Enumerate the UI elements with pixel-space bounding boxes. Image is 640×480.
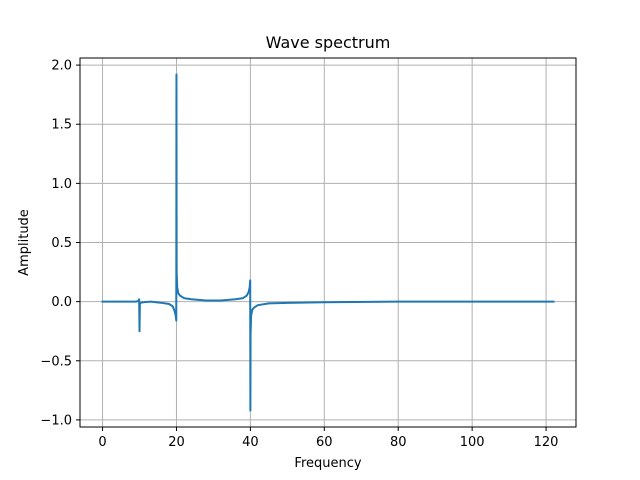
y-tick-label: −0.5: [40, 354, 72, 369]
x-tick-label: 40: [242, 435, 259, 450]
y-tick-label: −1.0: [40, 413, 72, 428]
x-axis-label: Frequency: [294, 456, 361, 471]
y-tick-label: 2.0: [51, 59, 72, 74]
x-tick-label: 60: [316, 435, 333, 450]
y-tick-label: 1.5: [51, 118, 72, 133]
tick-layer: 0 20 40 60 80 100 120 −1.0 −0.5 0.0 0.5 1.0 1.5 2.0: [40, 59, 558, 450]
x-tick-label: 20: [168, 435, 185, 450]
series-line: [101, 73, 555, 412]
chart-title: Wave spectrum: [266, 33, 391, 52]
series-layer: [101, 73, 555, 412]
y-tick-label: 0.5: [51, 236, 72, 251]
y-tick-label: 0.0: [51, 295, 72, 310]
x-tick-label: 80: [390, 435, 407, 450]
grid-lines: [80, 58, 576, 427]
x-tick-label: 100: [460, 435, 485, 450]
y-tick-label: 1.0: [51, 177, 72, 192]
y-axis-label: Amplitude: [17, 209, 32, 276]
x-tick-label: 120: [534, 435, 559, 450]
x-tick-label: 0: [98, 435, 106, 450]
